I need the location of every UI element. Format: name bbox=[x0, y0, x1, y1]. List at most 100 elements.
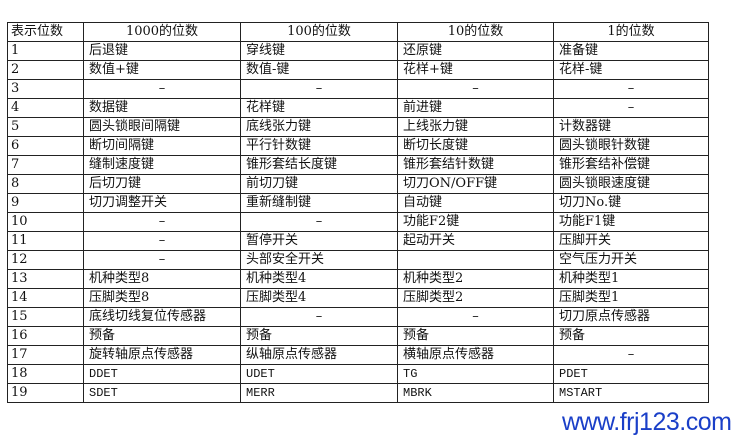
cell-10s: 预备 bbox=[397, 326, 554, 346]
table-row: 2 数值+键 数值-键 花样+键 花样-键 bbox=[7, 60, 709, 80]
header-1000s: 1000的位数 bbox=[83, 22, 241, 42]
cell-10s: 锥形套结针数键 bbox=[397, 155, 554, 175]
table-body: 表示位数 1000的位数 100的位数 10的位数 1的位数 1 后退键 穿线键 还原… bbox=[7, 22, 709, 403]
table-row: 7 缝制速度键 锥形套结长度键 锥形套结针数键 锥形套结补偿键 bbox=[7, 155, 709, 175]
row-number: 14 bbox=[7, 288, 84, 308]
cell-1000s: 旋转轴原点传感器 bbox=[83, 345, 241, 365]
cell-1s: 切刀原点传感器 bbox=[553, 307, 709, 327]
row-number: 6 bbox=[7, 136, 84, 156]
cell-1000s: – bbox=[83, 250, 241, 270]
row-number: 8 bbox=[7, 174, 84, 194]
cell-100s: 机种类型4 bbox=[240, 269, 398, 289]
cell-1s: 切刀No.键 bbox=[553, 193, 709, 213]
cell-100s: 平行针数键 bbox=[240, 136, 398, 156]
cell-1000s: 数据键 bbox=[83, 98, 241, 118]
row-number: 17 bbox=[7, 345, 84, 365]
header-100s: 100的位数 bbox=[240, 22, 398, 42]
table-row: 13 机种类型8 机种类型4 机种类型2 机种类型1 bbox=[7, 269, 709, 289]
cell-1000s: 断切间隔键 bbox=[83, 136, 241, 156]
cell-1s: 花样-键 bbox=[553, 60, 709, 80]
cell-10s: 还原键 bbox=[397, 41, 554, 61]
cell-10s: – bbox=[397, 79, 554, 99]
cell-100s: 暂停开关 bbox=[240, 231, 398, 251]
cell-10s: 上线张力键 bbox=[397, 117, 554, 137]
cell-1000s: – bbox=[83, 231, 241, 251]
cell-100s: 数值-键 bbox=[240, 60, 398, 80]
cell-10s: 压脚类型2 bbox=[397, 288, 554, 308]
table-header-row: 表示位数 1000的位数 100的位数 10的位数 1的位数 bbox=[7, 22, 709, 42]
table-row: 6 断切间隔键 平行针数键 断切长度键 圆头锁眼针数键 bbox=[7, 136, 709, 156]
cell-1000s: 预备 bbox=[83, 326, 241, 346]
table-row: 8 后切刀键 前切刀键 切刀ON/OFF键 圆头锁眼速度键 bbox=[7, 174, 709, 194]
cell-100s: 头部安全开关 bbox=[240, 250, 398, 270]
cell-1s: 功能F1键 bbox=[553, 212, 709, 232]
row-number: 10 bbox=[7, 212, 84, 232]
table-row: 10– – 功能F2键 功能F1键 bbox=[7, 212, 709, 232]
cell-1s: PDET bbox=[553, 364, 709, 384]
cell-1s: 圆头锁眼针数键 bbox=[553, 136, 709, 156]
cell-1000s: 底线切线复位传感器 bbox=[83, 307, 241, 327]
cell-1000s: SDET bbox=[83, 383, 241, 403]
cell-1000s: – bbox=[83, 212, 241, 232]
row-number: 11 bbox=[7, 231, 84, 251]
cell-10s: 花样+键 bbox=[397, 60, 554, 80]
cell-1s: – bbox=[553, 345, 709, 365]
cell-100s: 预备 bbox=[240, 326, 398, 346]
cell-1s: 锥形套结补偿键 bbox=[553, 155, 709, 175]
watermark: www.frj123.com bbox=[562, 408, 732, 436]
row-number: 16 bbox=[7, 326, 84, 346]
cell-100s: – bbox=[240, 79, 398, 99]
cell-1000s: 机种类型8 bbox=[83, 269, 241, 289]
table-row: 14 压脚类型8 压脚类型4 压脚类型2 压脚类型1 bbox=[7, 288, 709, 308]
cell-100s: 重新缝制键 bbox=[240, 193, 398, 213]
table-row: 17 旋转轴原点传感器 纵轴原点传感器 横轴原点传感器 – bbox=[7, 345, 709, 365]
table-row: 11– 暂停开关 起动开关 压脚开关 bbox=[7, 231, 709, 251]
cell-1s: – bbox=[553, 79, 709, 99]
cell-100s: – bbox=[240, 212, 398, 232]
cell-100s: 穿线键 bbox=[240, 41, 398, 61]
table-row: 16 预备 预备 预备 预备 bbox=[7, 326, 709, 346]
cell-1s: 计数器键 bbox=[553, 117, 709, 137]
row-number: 19 bbox=[7, 383, 84, 403]
cell-100s: UDET bbox=[240, 364, 398, 384]
row-number: 9 bbox=[7, 193, 84, 213]
cell-1000s: 后切刀键 bbox=[83, 174, 241, 194]
cell-10s: 自动键 bbox=[397, 193, 554, 213]
table-row: 5 圆头锁眼间隔键 底线张力键 上线张力键 计数器键 bbox=[7, 117, 709, 137]
table-row: 3– – – – bbox=[7, 79, 709, 99]
cell-100s: – bbox=[240, 307, 398, 327]
cell-1s: 空气压力开关 bbox=[553, 250, 709, 270]
cell-10s: 横轴原点传感器 bbox=[397, 345, 554, 365]
cell-1000s: 圆头锁眼间隔键 bbox=[83, 117, 241, 137]
cell-1s: – bbox=[553, 98, 709, 118]
cell-100s: MERR bbox=[240, 383, 398, 403]
row-number: 13 bbox=[7, 269, 84, 289]
table-row: 9 切刀调整开关 重新缝制键 自动键 切刀No.键 bbox=[7, 193, 709, 213]
cell-100s: 底线张力键 bbox=[240, 117, 398, 137]
row-number: 2 bbox=[7, 60, 84, 80]
cell-100s: 锥形套结长度键 bbox=[240, 155, 398, 175]
cell-10s: MBRK bbox=[397, 383, 554, 403]
cell-1000s: – bbox=[83, 79, 241, 99]
cell-100s: 纵轴原点传感器 bbox=[240, 345, 398, 365]
cell-1s: 圆头锁眼速度键 bbox=[553, 174, 709, 194]
cell-1s: 准备键 bbox=[553, 41, 709, 61]
cell-100s: 前切刀键 bbox=[240, 174, 398, 194]
table-row: 1 后退键 穿线键 还原键 准备键 bbox=[7, 41, 709, 61]
bit-display-table: 表示位数 1000的位数 100的位数 10的位数 1的位数 1 后退键 穿线键 还原… bbox=[7, 22, 709, 403]
cell-1s: 预备 bbox=[553, 326, 709, 346]
cell-1000s: 缝制速度键 bbox=[83, 155, 241, 175]
cell-10s: 机种类型2 bbox=[397, 269, 554, 289]
table-row: 19 SDET MERR MBRK MSTART bbox=[7, 383, 709, 403]
table-row: 12– 头部安全开关 空气压力开关 bbox=[7, 250, 709, 270]
cell-10s: TG bbox=[397, 364, 554, 384]
header-1s: 1的位数 bbox=[553, 22, 709, 42]
cell-1s: 压脚开关 bbox=[553, 231, 709, 251]
cell-1s: 机种类型1 bbox=[553, 269, 709, 289]
row-number: 5 bbox=[7, 117, 84, 137]
cell-100s: 压脚类型4 bbox=[240, 288, 398, 308]
cell-1000s: 后退键 bbox=[83, 41, 241, 61]
cell-1000s: 压脚类型8 bbox=[83, 288, 241, 308]
cell-10s: 切刀ON/OFF键 bbox=[397, 174, 554, 194]
row-number: 12 bbox=[7, 250, 84, 270]
